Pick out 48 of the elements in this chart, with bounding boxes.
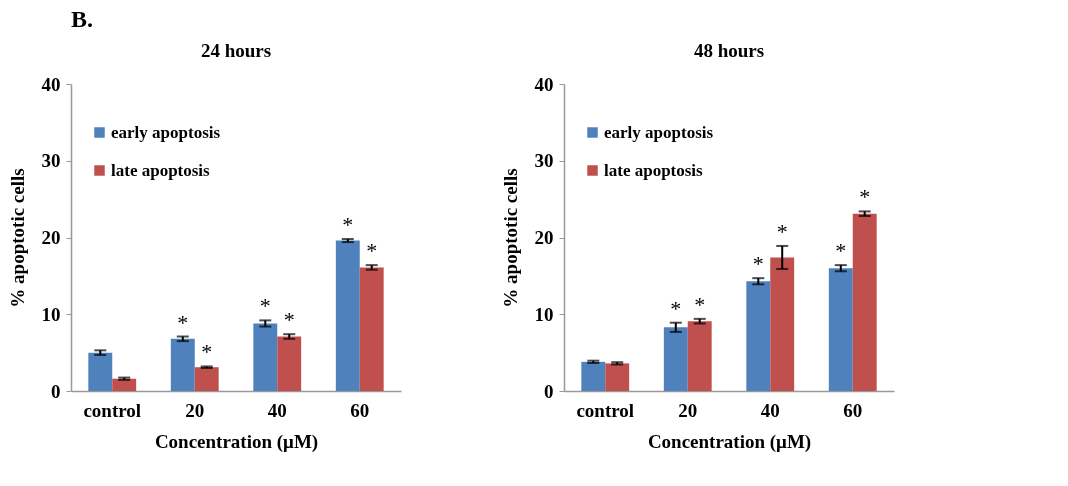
data-label: * xyxy=(670,295,682,321)
y-tick-label: 30 xyxy=(534,150,554,172)
text: B. xyxy=(71,6,94,32)
bar xyxy=(605,363,630,391)
data-label: * xyxy=(694,291,706,317)
data-label: * xyxy=(859,184,871,210)
y-tick-label: 30 xyxy=(41,150,61,172)
x-axis-title: Concentration (μM) xyxy=(647,430,812,453)
y-tick-label: 40 xyxy=(41,73,61,95)
x-tick-label: control xyxy=(83,399,142,421)
x-tick-label: 20 xyxy=(185,399,205,421)
legend-label: late apoptosis xyxy=(604,160,704,180)
y-tick-label: 10 xyxy=(534,303,554,325)
y-tick-label: 20 xyxy=(534,227,554,248)
y-tick-label: 0 xyxy=(51,380,61,402)
data-label: * xyxy=(201,339,213,365)
y-axis-title: % apoptotic cells xyxy=(6,168,28,308)
y-tick-label: 0 xyxy=(544,380,554,402)
y-tick-label: 20 xyxy=(41,227,61,248)
data-label: * xyxy=(177,309,189,335)
y-tick-label: 40 xyxy=(534,73,554,95)
data-label: * xyxy=(752,251,764,277)
legend-label: early apoptosis xyxy=(111,122,221,142)
data-label: * xyxy=(835,238,847,264)
x-tick-label: 40 xyxy=(267,399,287,421)
bar xyxy=(335,240,360,391)
x-tick-label: 60 xyxy=(843,399,863,421)
data-label: * xyxy=(366,238,378,264)
y-axis-title: % apoptotic cells xyxy=(499,168,521,308)
data-label: * xyxy=(283,307,295,333)
bar xyxy=(112,378,137,391)
data-label: * xyxy=(259,293,271,319)
bar xyxy=(194,367,219,391)
y-tick-label: 10 xyxy=(41,303,61,325)
chart-title: 24 hours xyxy=(200,40,272,61)
x-tick-label: control xyxy=(576,399,635,421)
bar xyxy=(770,257,795,391)
x-tick-label: 40 xyxy=(760,399,780,421)
x-tick-label: 60 xyxy=(350,399,370,421)
bar xyxy=(581,361,606,391)
data-label: * xyxy=(776,218,788,244)
x-tick-label: 20 xyxy=(678,399,698,421)
legend-label: late apoptosis xyxy=(111,160,211,180)
bar xyxy=(663,327,688,391)
legend-label: early apoptosis xyxy=(604,122,714,142)
data-label: * xyxy=(342,212,354,238)
x-axis-title: Concentration (μM) xyxy=(154,430,319,453)
chart-title: 48 hours xyxy=(693,40,765,61)
